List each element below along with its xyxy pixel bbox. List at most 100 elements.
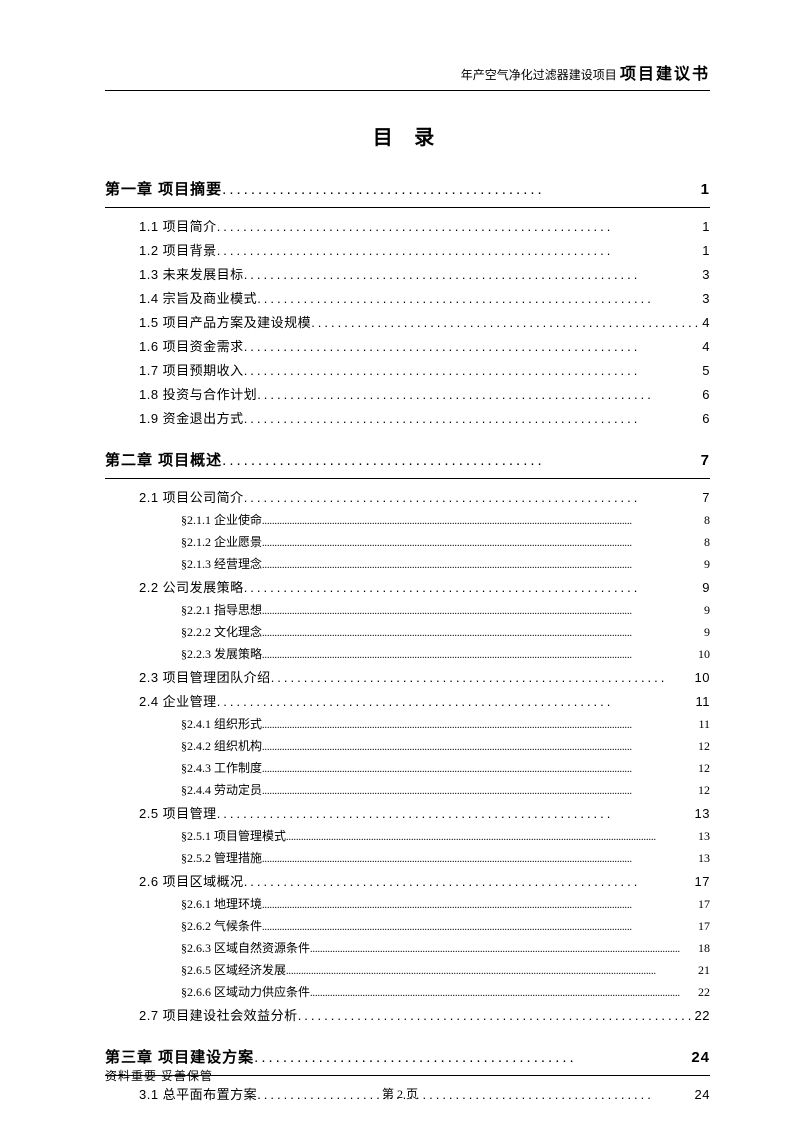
toc-page: 3 (702, 291, 710, 306)
toc-page: 7 (701, 452, 710, 469)
page-number: 第 2 页 (0, 1085, 800, 1102)
page-content: 年产空气净化过滤器建设项目 项目建议书 目 录 第一章 项目摘要........… (0, 0, 800, 1143)
toc-section: 1.7 项目预期收入..............................… (139, 360, 710, 379)
toc-label: §2.6.5 区域经济发展 (181, 961, 286, 978)
toc-leader-dots: ........................................… (262, 854, 698, 865)
toc-page: 6 (702, 411, 710, 426)
toc-page: 12 (698, 761, 710, 776)
toc-label: 1.3 未来发展目标 (139, 264, 244, 283)
toc-section: 2.7 项目建设社会效益分析..........................… (139, 1005, 710, 1024)
toc-section: 1.5 项目产品方案及建设规模.........................… (139, 312, 710, 331)
toc-page: 12 (698, 783, 710, 798)
toc-label: 2.2 公司发展策略 (139, 577, 244, 596)
toc-leader-dots: ........................................… (262, 516, 704, 527)
toc-leader-dots: ........................................… (262, 786, 698, 797)
toc-label: §2.1.2 企业愿景 (181, 533, 262, 550)
toc-label: §2.2.3 发展策略 (181, 645, 262, 662)
toc-section: 1.3 未来发展目标..............................… (139, 264, 710, 283)
toc-label: §2.5.2 管理措施 (181, 849, 262, 866)
toc-leader-dots: ........................................… (262, 922, 698, 933)
toc-page: 4 (702, 315, 710, 330)
footer-note: 资料重要 妥善保管 (105, 1067, 213, 1084)
toc-label: 第一章 项目摘要 (105, 178, 222, 199)
toc-page: 6 (702, 387, 710, 402)
toc-page: 9 (704, 557, 710, 572)
toc-leader-dots: ........................................… (311, 315, 702, 330)
toc-section: 2.3 项目管理团队介绍............................… (139, 667, 710, 686)
toc-page: 13 (695, 806, 710, 821)
toc-leader-dots: ........................................… (222, 181, 700, 198)
toc-page: 8 (704, 513, 710, 528)
toc-page: 24 (691, 1049, 710, 1066)
toc-page: 4 (702, 339, 710, 354)
toc-label: 1.8 投资与合作计划 (139, 384, 257, 403)
toc-page: 13 (698, 829, 710, 844)
toc-label: 1.1 项目简介 (139, 216, 217, 235)
toc-section: 1.6 项目资金需求..............................… (139, 336, 710, 355)
toc-label: 2.5 项目管理 (139, 803, 217, 822)
toc-subsection: §2.5.1 项目管理模式...........................… (181, 827, 710, 844)
toc-subsection: §2.6.1 地理环境.............................… (181, 895, 710, 912)
toc-label: §2.1.1 企业使命 (181, 511, 262, 528)
toc-leader-dots: ........................................… (271, 670, 695, 685)
toc-section: 2.6 项目区域概况..............................… (139, 871, 710, 890)
toc-chapter: 第二章 项目概述................................… (105, 449, 710, 479)
toc-leader-dots: ........................................… (262, 538, 704, 549)
toc-label: §2.1.3 经营理念 (181, 555, 262, 572)
toc-leader-dots: ........................................… (286, 832, 698, 843)
toc-label: 第三章 项目建设方案 (105, 1046, 254, 1067)
toc-leader-dots: ........................................… (257, 291, 702, 306)
toc-label: 1.4 宗旨及商业模式 (139, 288, 257, 307)
toc-leader-dots: ........................................… (262, 628, 704, 639)
toc-label: §2.6.2 气候条件 (181, 917, 262, 934)
toc-label: §2.2.2 文化理念 (181, 623, 262, 640)
toc-label: §2.4.2 组织机构 (181, 737, 262, 754)
toc-leader-dots: ........................................… (286, 966, 698, 977)
toc-leader-dots: ........................................… (262, 650, 698, 661)
toc-leader-dots: ........................................… (244, 874, 695, 889)
toc-subsection: §2.2.1 指导思想.............................… (181, 601, 710, 618)
toc-subsection: §2.4.4 劳动定员.............................… (181, 781, 710, 798)
toc-label: 1.2 项目背景 (139, 240, 217, 259)
toc-leader-dots: ........................................… (244, 490, 703, 505)
toc-label: §2.4.1 组织形式 (181, 715, 262, 732)
toc-label: 2.1 项目公司简介 (139, 487, 244, 506)
toc-page: 1 (701, 181, 710, 198)
toc-section: 2.2 公司发展策略..............................… (139, 577, 710, 596)
toc-label: 2.4 企业管理 (139, 691, 217, 710)
toc-page: 9 (704, 625, 710, 640)
toc-page: 22 (698, 985, 710, 1000)
toc-leader-dots: ........................................… (254, 1049, 691, 1066)
toc-leader-dots: ........................................… (217, 219, 703, 234)
toc-leader-dots: ........................................… (244, 363, 703, 378)
toc-label: §2.4.4 劳动定员 (181, 781, 262, 798)
toc-subsection: §2.6.5 区域经济发展...........................… (181, 961, 710, 978)
toc-subsection: §2.1.2 企业愿景.............................… (181, 533, 710, 550)
toc-label: 2.7 项目建设社会效益分析 (139, 1005, 298, 1024)
toc-subsection: §2.1.1 企业使命.............................… (181, 511, 710, 528)
toc-chapter: 第一章 项目摘要................................… (105, 178, 710, 208)
running-header: 年产空气净化过滤器建设项目 项目建议书 (105, 60, 710, 91)
toc-page: 12 (698, 739, 710, 754)
toc-leader-dots: ........................................… (262, 720, 698, 731)
toc-page: 22 (695, 1008, 710, 1023)
toc-page: 21 (698, 963, 710, 978)
toc-leader-dots: ........................................… (244, 411, 703, 426)
header-doc-type: 项目建议书 (620, 66, 710, 83)
toc-subsection: §2.6.3 区域自然资源条件.........................… (181, 939, 710, 956)
toc-subsection: §2.6.6 区域动力供应条件.........................… (181, 983, 710, 1000)
toc-subsection: §2.6.2 气候条件.............................… (181, 917, 710, 934)
toc-label: 1.7 项目预期收入 (139, 360, 244, 379)
toc-leader-dots: ........................................… (262, 900, 698, 911)
toc-subsection: §2.1.3 经营理念.............................… (181, 555, 710, 572)
toc-page: 8 (704, 535, 710, 550)
toc-page: 11 (696, 694, 711, 709)
toc-section: 1.2 项目背景................................… (139, 240, 710, 259)
toc-label: 1.5 项目产品方案及建设规模 (139, 312, 311, 331)
toc-label: 1.9 资金退出方式 (139, 408, 244, 427)
toc-label: 第二章 项目概述 (105, 449, 222, 470)
toc-subsection: §2.2.2 文化理念.............................… (181, 623, 710, 640)
toc-page: 13 (698, 851, 710, 866)
toc-page: 17 (698, 919, 710, 934)
toc-leader-dots: ........................................… (217, 694, 696, 709)
